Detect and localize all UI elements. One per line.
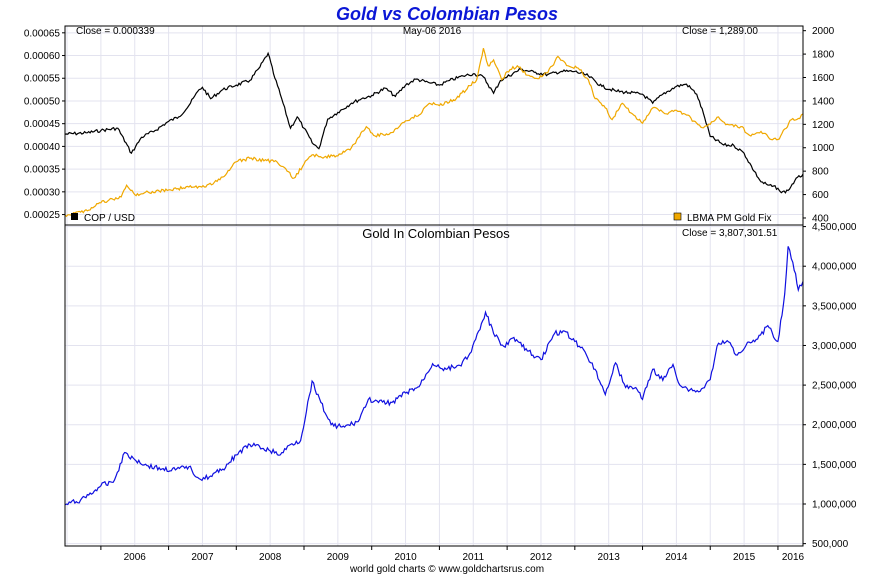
y-bottom-tick-label: 2,500,000 [812, 381, 857, 392]
legend-swatch-gold [673, 212, 682, 221]
y-bottom-tick-label: 2,000,000 [812, 420, 857, 431]
y-right-tick-label: 1000 [812, 143, 835, 154]
y-bottom-tick-label: 1,500,000 [812, 460, 857, 471]
gold-in-cop-series-line [64, 246, 804, 506]
y-left-tick-label: 0.00025 [24, 210, 61, 221]
y-left-tick-label: 0.00060 [24, 51, 61, 62]
cop-usd-series-line [64, 51, 804, 194]
y-left-tick-label: 0.00035 [24, 165, 61, 176]
y-right-tick-label: 400 [812, 213, 829, 224]
y-right-tick-label: 2000 [812, 26, 835, 37]
y-left-tick-label: 0.00065 [24, 28, 61, 39]
cop-close-label: Close = 0.000339 [76, 26, 155, 37]
date-label: May-06 2016 [403, 26, 462, 37]
x-tick-label: 2016 [782, 552, 805, 563]
x-tick-label: 2013 [598, 552, 621, 563]
legend-label-cop: COP / USD [84, 213, 135, 224]
chart-title: Gold vs Colombian Pesos [336, 4, 558, 24]
x-tick-label: 2012 [530, 552, 553, 563]
y-right-tick-label: 1600 [812, 73, 835, 84]
y-right-tick-label: 1800 [812, 50, 835, 61]
y-bottom-tick-label: 4,000,000 [812, 262, 857, 273]
x-tick-label: 2015 [733, 552, 756, 563]
bottom-panel-grid [65, 225, 803, 546]
y-left-tick-label: 0.00055 [24, 74, 61, 85]
y-right-tick-label: 1400 [812, 96, 835, 107]
y-left-tick-label: 0.00050 [24, 96, 61, 107]
y-bottom-tick-label: 4,500,000 [812, 222, 857, 233]
bottom-close-label: Close = 3,807,301.51 [682, 228, 778, 239]
x-tick-label: 2007 [191, 552, 214, 563]
y-left-tick-label: 0.00045 [24, 119, 61, 130]
y-bottom-tick-label: 500,000 [812, 539, 849, 550]
y-right-tick-label: 600 [812, 190, 829, 201]
top-left-axis: 0.00025 0.00030 0.00035 0.00040 0.00045 0.000… [24, 28, 65, 221]
x-tick-label: 2009 [327, 552, 350, 563]
top-panel-grid [65, 26, 803, 225]
top-right-axis: 400 600 800 1000 1200 1400 1600 1800 2000 [803, 26, 835, 224]
y-right-tick-label: 800 [812, 167, 829, 178]
footer-credit: world gold charts © www.goldchartsrus.co… [349, 564, 544, 575]
y-bottom-tick-label: 3,500,000 [812, 301, 857, 312]
gold-fix-series-line [64, 48, 804, 218]
x-tick-label: 2008 [259, 552, 282, 563]
y-bottom-tick-label: 1,000,000 [812, 499, 857, 510]
legend-label-gold: LBMA PM Gold Fix [687, 213, 771, 224]
bottom-panel-title: Gold In Colombian Pesos [362, 226, 510, 241]
x-tick-label: 2010 [394, 552, 417, 563]
bottom-right-axis: 500,000 1,000,000 1,500,000 2,000,000 2,500,… [803, 222, 857, 550]
x-axis: 2006 2007 2008 2009 2010 2011 2012 2013 2014 2015… [100, 546, 805, 563]
y-left-tick-label: 0.00030 [24, 187, 61, 198]
x-tick-label: 2011 [463, 552, 485, 563]
y-bottom-tick-label: 3,000,000 [812, 341, 857, 352]
gold-close-label: Close = 1,289.00 [682, 26, 758, 37]
x-tick-label: 2014 [665, 552, 688, 563]
legend-swatch-cop [71, 213, 78, 220]
x-tick-label: 2006 [124, 552, 147, 563]
y-right-tick-label: 1200 [812, 120, 835, 131]
y-left-tick-label: 0.00040 [24, 142, 61, 153]
